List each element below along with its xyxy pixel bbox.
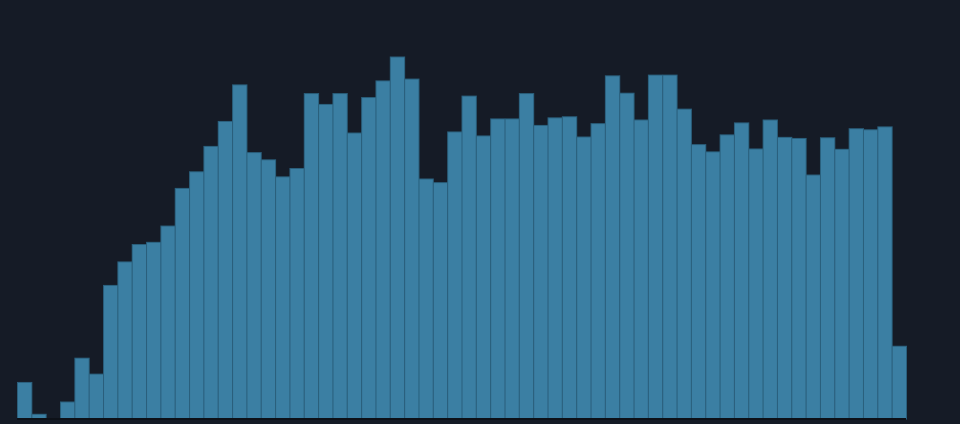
histogram-bar (246, 152, 262, 420)
histogram-bar (547, 117, 563, 420)
histogram-bar (762, 119, 778, 420)
histogram-bar (217, 120, 234, 420)
histogram-bar (834, 148, 850, 420)
histogram-bar (461, 95, 477, 420)
histogram-bar (88, 373, 105, 420)
histogram-bar (891, 345, 907, 420)
histogram-bar (389, 56, 406, 420)
histogram-bar (160, 225, 176, 420)
histogram-bar (303, 93, 320, 420)
histogram-bar (318, 103, 334, 420)
histogram-bar (447, 131, 463, 420)
histogram-bar (289, 168, 305, 420)
histogram-bar (733, 122, 750, 420)
histogram-bar (791, 137, 807, 420)
histogram-bar (504, 118, 520, 420)
bars-group (17, 56, 907, 420)
histogram-bar (146, 241, 162, 420)
histogram-bar (189, 171, 205, 420)
histogram-bar (776, 136, 793, 420)
histogram-bar (576, 136, 592, 420)
histogram-bar (232, 84, 248, 420)
histogram-bar (346, 132, 363, 420)
histogram-bar (418, 178, 434, 420)
histogram-bar (533, 124, 549, 420)
histogram-bar (748, 148, 764, 420)
histogram-bar (103, 284, 119, 420)
histogram-bar (60, 401, 76, 420)
histogram-bar (361, 97, 377, 420)
histogram-bar (332, 93, 348, 420)
histogram-bar (619, 92, 635, 420)
histogram-bar (676, 108, 692, 420)
histogram-bar (117, 261, 133, 420)
histogram-bar (490, 118, 506, 420)
histogram-bar (590, 123, 606, 420)
histogram-bar (719, 134, 735, 420)
histogram-bar (174, 187, 191, 420)
histogram-bar (275, 176, 291, 420)
histogram-bar (475, 135, 492, 420)
histogram-bar (819, 137, 836, 420)
histogram-bar (805, 174, 821, 420)
histogram-bar (690, 144, 707, 420)
histogram-bar (604, 75, 621, 420)
histogram-bar (404, 78, 420, 420)
histogram-bar (633, 119, 649, 420)
histogram-bar (375, 80, 391, 420)
histogram-bar (662, 74, 678, 420)
histogram-bar (17, 381, 33, 420)
histogram-bar (432, 182, 449, 420)
histogram-bar (877, 126, 893, 420)
histogram-bar (848, 128, 864, 420)
histogram-bar (862, 129, 879, 420)
histogram-bar (260, 159, 277, 420)
histogram-bar (561, 116, 578, 420)
histogram-bar (203, 145, 219, 420)
histogram-bar (131, 244, 148, 420)
histogram-bar (74, 357, 90, 420)
histogram-bar (518, 93, 535, 420)
histogram-bar (705, 151, 721, 420)
histogram-bar (647, 74, 664, 420)
